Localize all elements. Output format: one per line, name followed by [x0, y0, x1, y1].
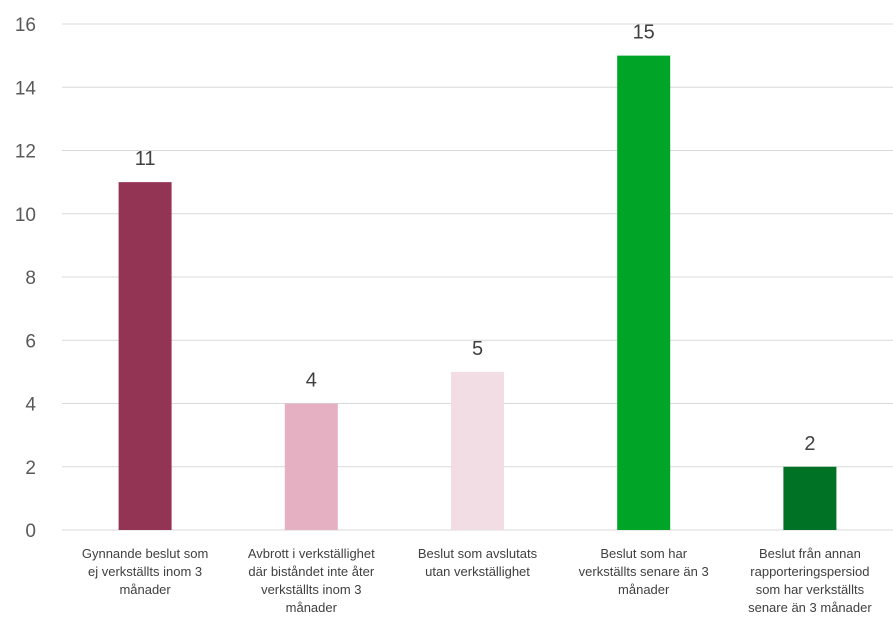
data-label: 5 — [472, 338, 483, 360]
x-category-label: Beslut som avslutats utan verkställighet — [418, 546, 538, 579]
data-label: 11 — [135, 148, 156, 170]
x-category-label-line: som har verkställts — [756, 582, 865, 597]
data-label: 15 — [633, 22, 655, 44]
x-category-label: Gynnande beslut som ej verkställts inom 3… — [82, 546, 208, 597]
x-category-label: Beslut från annan rapporteringspersiod som… — [748, 546, 872, 615]
y-tick-label: 6 — [25, 331, 36, 352]
x-category-label-line: månader — [119, 582, 171, 597]
y-tick-label: 8 — [25, 268, 36, 289]
x-category-label-line: Beslut från annan — [759, 546, 861, 561]
gridlines — [62, 23, 893, 531]
y-tick-label: 12 — [15, 142, 36, 163]
data-labels: 11 4 5 15 2 — [135, 22, 816, 455]
y-tick-label: 16 — [15, 15, 36, 36]
x-category-label-line: Beslut som avslutats — [418, 546, 538, 561]
x-category-label-line: månader — [618, 582, 670, 597]
y-tick-label: 14 — [15, 78, 37, 99]
bar — [451, 371, 504, 530]
x-category-label-line: ej verkställts inom 3 — [88, 564, 202, 579]
y-tick-label: 2 — [25, 458, 36, 479]
x-category-label-line: månader — [286, 600, 338, 615]
bar — [617, 55, 671, 530]
y-tick-label: 0 — [25, 521, 36, 542]
x-category-label-line: verkställts senare än 3 — [579, 564, 709, 579]
x-category-label-line: där biståndet inte åter — [248, 564, 374, 579]
bar — [783, 466, 837, 530]
data-label: 2 — [804, 433, 815, 455]
x-category-label-line: verkställts inom 3 — [261, 582, 361, 597]
y-tick-label: 4 — [25, 395, 36, 416]
y-axis-tick-labels: 0 2 4 6 8 10 12 14 16 — [15, 15, 37, 542]
x-category-label: Beslut som har verkställts senare än 3 mån… — [579, 546, 709, 597]
x-axis-category-labels: Gynnande beslut som ej verkställts inom 3… — [82, 546, 872, 615]
bars — [118, 55, 837, 530]
x-category-label: Avbrott i verkställighet där biståndet in… — [248, 546, 375, 615]
x-category-label-line: rapporteringspersiod — [750, 564, 869, 579]
x-category-label-line: Beslut som har — [600, 546, 687, 561]
data-label: 4 — [306, 370, 317, 392]
x-category-label-line: Gynnande beslut som — [82, 546, 208, 561]
x-category-label-line: Avbrott i verkställighet — [248, 546, 375, 561]
x-category-label-line: utan verkställighet — [425, 564, 530, 579]
bar — [118, 182, 172, 530]
y-tick-label: 10 — [15, 205, 36, 226]
x-category-label-line: senare än 3 månader — [748, 600, 872, 615]
bar — [284, 403, 338, 530]
